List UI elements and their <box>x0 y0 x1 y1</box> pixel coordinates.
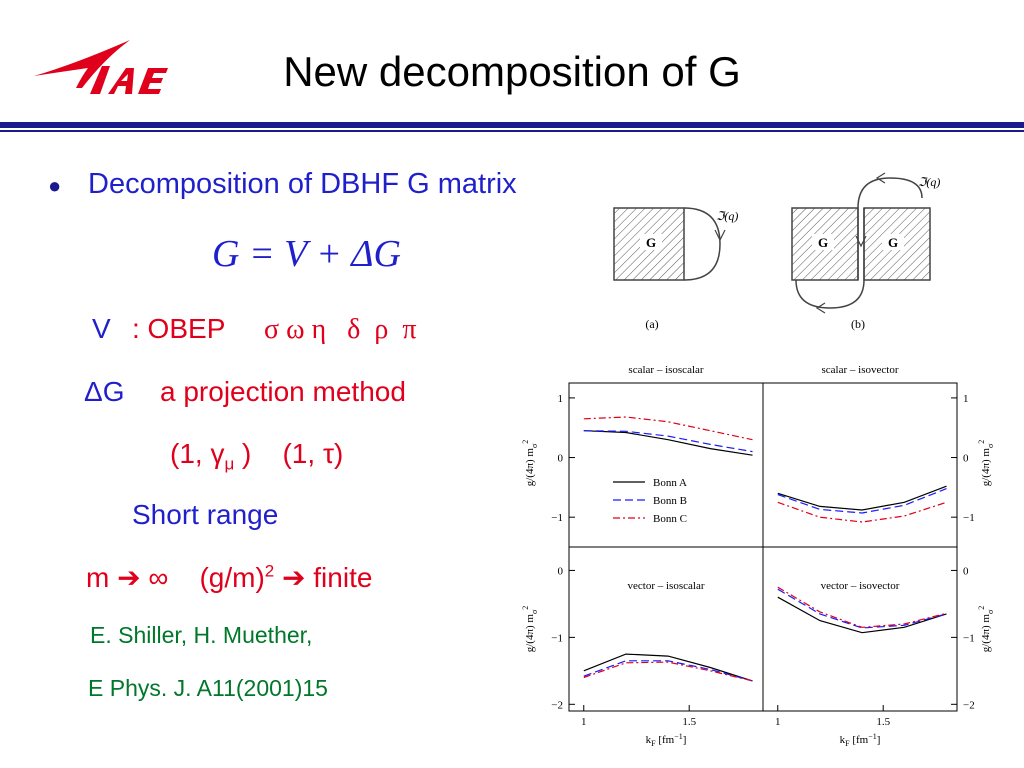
panel-title: vector – isovector <box>821 580 900 592</box>
meson-list: σ ω η δ ρ π <box>264 314 417 345</box>
svg-text:(b): (b) <box>851 317 865 331</box>
x-axis-label: kF [fm−1] <box>840 732 881 748</box>
title-rule-thin <box>0 130 1024 132</box>
panel-title: vector – isoscalar <box>628 580 705 592</box>
diagram-b: G G ℑ(q) (b) <box>791 172 940 331</box>
y-tick-label: 1 <box>963 393 969 405</box>
equation: G = V + ΔG <box>212 233 401 275</box>
panel-title: scalar – isoscalar <box>628 364 703 376</box>
y-tick-label: 1 <box>558 393 564 405</box>
page-title: New decomposition of G <box>283 48 741 95</box>
series-line-bonn-a <box>583 653 753 682</box>
ref-journal: E Phys. J. A11(2001)15 <box>88 675 328 701</box>
y-tick-label: 0 <box>963 565 969 577</box>
x-axis-label: kF [fm−1] <box>646 732 687 748</box>
iae-logo <box>34 40 168 94</box>
ref-authors: E. Shiller, H. Muether, <box>90 622 313 648</box>
arrow-right-icon: ➔ <box>282 562 306 593</box>
dg-label: ΔG <box>84 376 125 407</box>
gamma-line: (1, γμ ) (1, τ) <box>170 438 344 474</box>
series-line-bonn-c <box>777 501 947 523</box>
bullet-text: Decomposition of DBHF G matrix <box>88 168 517 200</box>
svg-text:ℑ(q): ℑ(q) <box>716 209 738 223</box>
svg-text:G: G <box>646 235 656 250</box>
y-tick-label: −2 <box>551 699 563 711</box>
legend-label: Bonn C <box>653 513 687 525</box>
series-line-bonn-c <box>583 661 753 682</box>
short-range: Short range <box>132 499 279 530</box>
y-axis-label: g/(4π) mσ2 <box>977 606 995 653</box>
y-tick-label: 0 <box>558 565 564 577</box>
y-axis-label: g/(4π) mσ2 <box>521 606 539 653</box>
y-axis-label: g/(4π) mσ2 <box>977 440 995 487</box>
v-label: V <box>92 313 111 344</box>
x-tick-label: 1.5 <box>876 716 890 728</box>
projection-text: a projection method <box>160 376 406 407</box>
x-tick-label: 1.5 <box>682 716 696 728</box>
y-axis-label: g/(4π) mσ2 <box>521 440 539 487</box>
x-tick-label: 1 <box>775 716 781 728</box>
g-matrix-diagram: G ℑ(q) (a) G G ℑ(q) (b) <box>613 172 940 331</box>
series-line-bonn-b <box>583 430 753 453</box>
series-line-bonn-a <box>777 596 947 634</box>
svg-text:G: G <box>888 235 898 250</box>
x-tick-label: 1 <box>581 716 587 728</box>
series-line-bonn-a <box>583 430 753 456</box>
legend: Bonn A Bonn B Bonn C <box>613 477 687 525</box>
title-rule <box>0 122 1024 128</box>
legend-label: Bonn B <box>653 495 687 507</box>
series-line-bonn-b <box>583 660 753 682</box>
diagram-a: G ℑ(q) (a) <box>613 207 738 331</box>
obep-label: : OBEP <box>132 313 226 344</box>
mass-limit-line: m ➔ ∞ (g/m)2 ➔ finite <box>86 561 373 593</box>
y-tick-label: −1 <box>963 632 975 644</box>
y-tick-label: −1 <box>551 632 563 644</box>
y-tick-label: 0 <box>558 453 564 465</box>
series-line-bonn-b <box>777 588 947 629</box>
series-line-bonn-c <box>777 586 947 628</box>
series-line-bonn-b <box>777 488 947 514</box>
svg-text:G: G <box>818 235 828 250</box>
y-tick-label: −1 <box>551 512 563 524</box>
y-tick-label: 0 <box>963 453 969 465</box>
legend-label: Bonn A <box>653 477 687 489</box>
y-tick-label: −1 <box>963 512 975 524</box>
series-line-bonn-a <box>777 485 947 511</box>
coupling-plots: scalar – isoscalar 1 0 −1 scalar – isovector… <box>521 364 995 748</box>
y-tick-label: −2 <box>963 699 975 711</box>
panel-title: scalar – isovector <box>822 364 899 376</box>
bullet-dot: ● <box>48 173 62 198</box>
svg-text:ℑ(q): ℑ(q) <box>918 175 940 189</box>
arrow-right-icon: ➔ <box>117 562 141 593</box>
svg-text:(a): (a) <box>645 317 658 331</box>
